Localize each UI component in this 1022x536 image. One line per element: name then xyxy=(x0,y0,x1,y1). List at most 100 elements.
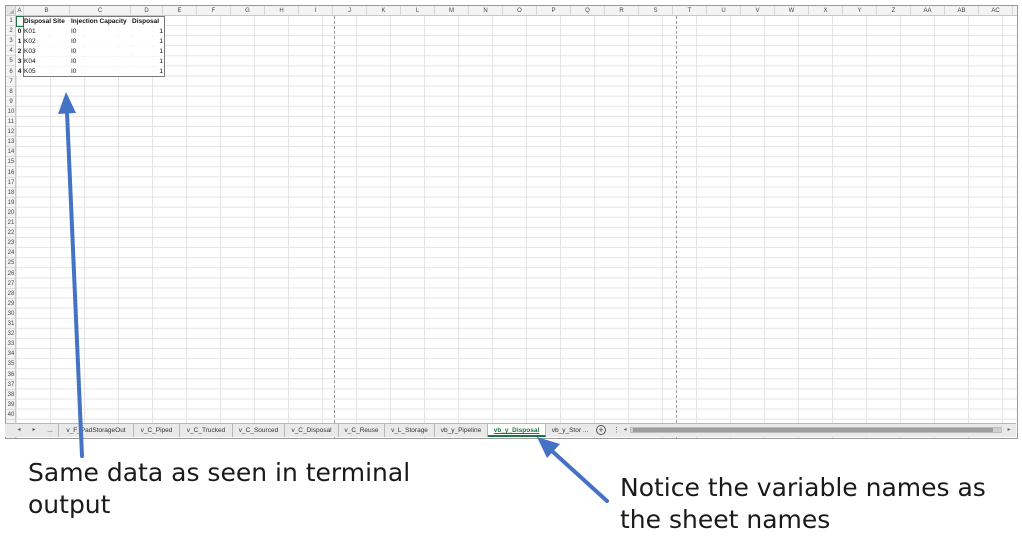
table-cell-capacity[interactable]: I0 xyxy=(71,67,131,76)
table-row-index[interactable]: 2 xyxy=(16,47,23,56)
row-header[interactable]: 9 xyxy=(6,97,15,107)
row-header[interactable]: 40 xyxy=(6,410,15,420)
row-header[interactable]: 33 xyxy=(6,339,15,350)
table-row-index[interactable]: 0 xyxy=(16,27,23,36)
row-header[interactable]: 39 xyxy=(6,400,15,410)
row-header[interactable]: 26 xyxy=(6,269,15,279)
column-header[interactable]: L xyxy=(401,6,435,15)
table-header-disposal-site[interactable]: Disposal Site xyxy=(24,17,70,26)
row-header[interactable]: 5 xyxy=(6,56,15,67)
row-header[interactable]: 20 xyxy=(6,208,15,218)
sheet-tab[interactable]: v_C_Piped xyxy=(134,424,180,437)
table-cell-capacity[interactable]: I0 xyxy=(71,57,131,66)
column-header[interactable]: W xyxy=(775,6,809,15)
row-header[interactable]: 32 xyxy=(6,329,15,340)
table-cell-site[interactable]: K05 xyxy=(24,67,70,76)
add-sheet-icon[interactable]: + xyxy=(596,425,606,435)
column-header[interactable]: U xyxy=(707,6,741,15)
row-header[interactable]: 16 xyxy=(6,168,15,178)
row-header[interactable]: 15 xyxy=(6,157,15,168)
column-header[interactable]: C xyxy=(70,6,131,15)
row-header[interactable]: 22 xyxy=(6,228,15,239)
row-header[interactable]: 2 xyxy=(6,26,15,37)
row-header[interactable]: 23 xyxy=(6,238,15,249)
column-header[interactable]: B xyxy=(24,6,70,15)
row-header[interactable]: 3 xyxy=(6,36,15,47)
table-cell-capacity[interactable]: I0 xyxy=(71,37,131,46)
column-header[interactable]: S xyxy=(639,6,673,15)
row-header[interactable]: 4 xyxy=(6,46,15,57)
sheet-tab[interactable]: v_C_Reuse xyxy=(339,424,385,437)
sheet-tab[interactable]: v_C_Sourced xyxy=(233,424,285,437)
table-cell-disposal[interactable]: 1 xyxy=(132,47,164,56)
column-header[interactable]: AB xyxy=(945,6,979,15)
column-header[interactable]: X xyxy=(809,6,843,15)
table-cell-site[interactable]: K02 xyxy=(24,37,70,46)
table-cell-disposal[interactable]: 1 xyxy=(132,37,164,46)
prev-sheet-arrow-icon[interactable]: ◂ xyxy=(17,427,21,433)
column-header[interactable]: K xyxy=(367,6,401,15)
table-cell-disposal[interactable]: 1 xyxy=(132,57,164,66)
scrollbar-thumb[interactable] xyxy=(633,428,993,432)
row-header[interactable]: 11 xyxy=(6,117,15,128)
sheet-tab[interactable]: v_C_Trucked xyxy=(180,424,233,437)
column-header[interactable]: I xyxy=(299,6,333,15)
sheet-tab-active[interactable]: vb_y_Disposal xyxy=(488,424,546,437)
sheet-tab[interactable]: vb_y_Stor ... xyxy=(551,427,589,434)
scroll-right-icon[interactable]: ▸ xyxy=(1007,427,1011,433)
column-header[interactable]: Z xyxy=(877,6,911,15)
row-header[interactable]: 34 xyxy=(6,349,15,360)
column-header[interactable]: F xyxy=(197,6,231,15)
row-header[interactable]: 6 xyxy=(6,67,15,77)
sheet-tab[interactable]: vb_y_Pipeline xyxy=(435,424,488,437)
column-header[interactable]: G xyxy=(231,6,265,15)
column-header[interactable]: H xyxy=(265,6,299,15)
row-header[interactable]: 37 xyxy=(6,380,15,390)
table-header-injection-capacity[interactable]: Injection Capacity xyxy=(71,17,131,26)
table-cell-capacity[interactable]: I0 xyxy=(71,27,131,36)
column-header[interactable]: AC xyxy=(979,6,1013,15)
column-header[interactable]: Q xyxy=(571,6,605,15)
row-header[interactable]: 38 xyxy=(6,390,15,400)
cell-grid[interactable] xyxy=(16,16,1017,438)
row-header[interactable]: 13 xyxy=(6,137,15,148)
column-header[interactable]: N xyxy=(469,6,503,15)
table-cell-site[interactable]: K03 xyxy=(24,47,70,56)
next-sheet-arrow-icon[interactable]: ▸ xyxy=(32,427,36,433)
row-header[interactable]: 28 xyxy=(6,289,15,299)
column-header[interactable]: A xyxy=(16,6,24,15)
column-header[interactable]: E xyxy=(163,6,197,15)
scroll-left-icon[interactable]: ◂ xyxy=(623,427,627,433)
column-header[interactable]: T xyxy=(673,6,707,15)
column-header[interactable]: AA xyxy=(911,6,945,15)
table-cell-site[interactable]: K01 xyxy=(24,27,70,36)
row-header[interactable]: 7 xyxy=(6,77,15,87)
column-header[interactable]: V xyxy=(741,6,775,15)
row-header[interactable]: 29 xyxy=(6,299,15,309)
column-header[interactable]: J xyxy=(333,6,367,15)
row-header[interactable]: 12 xyxy=(6,127,15,138)
table-cell-capacity[interactable]: I0 xyxy=(71,47,131,56)
column-header[interactable]: O xyxy=(503,6,537,15)
row-header[interactable]: 19 xyxy=(6,198,15,208)
row-header[interactable]: 8 xyxy=(6,87,15,97)
table-header-disposal[interactable]: Disposal xyxy=(132,17,164,26)
row-header[interactable]: 17 xyxy=(6,178,15,188)
table-cell-site[interactable]: K04 xyxy=(24,57,70,66)
table-row-index[interactable]: 1 xyxy=(16,37,23,46)
row-header[interactable]: 27 xyxy=(6,279,15,289)
table-row-index[interactable]: 4 xyxy=(16,67,23,76)
horizontal-scrollbar[interactable] xyxy=(630,427,1002,433)
column-header[interactable]: D xyxy=(131,6,163,15)
select-all-corner[interactable] xyxy=(6,6,16,16)
sheet-tab[interactable]: v_C_Disposal xyxy=(285,424,339,437)
column-header[interactable]: P xyxy=(537,6,571,15)
row-header[interactable]: 30 xyxy=(6,309,15,319)
table-cell-disposal[interactable]: 1 xyxy=(132,67,164,76)
column-header[interactable]: M xyxy=(435,6,469,15)
row-header[interactable]: 35 xyxy=(6,359,15,370)
row-header[interactable]: 18 xyxy=(6,188,15,198)
row-header[interactable]: 10 xyxy=(6,107,15,117)
row-header[interactable]: 31 xyxy=(6,319,15,330)
row-header[interactable]: 1 xyxy=(6,16,15,27)
